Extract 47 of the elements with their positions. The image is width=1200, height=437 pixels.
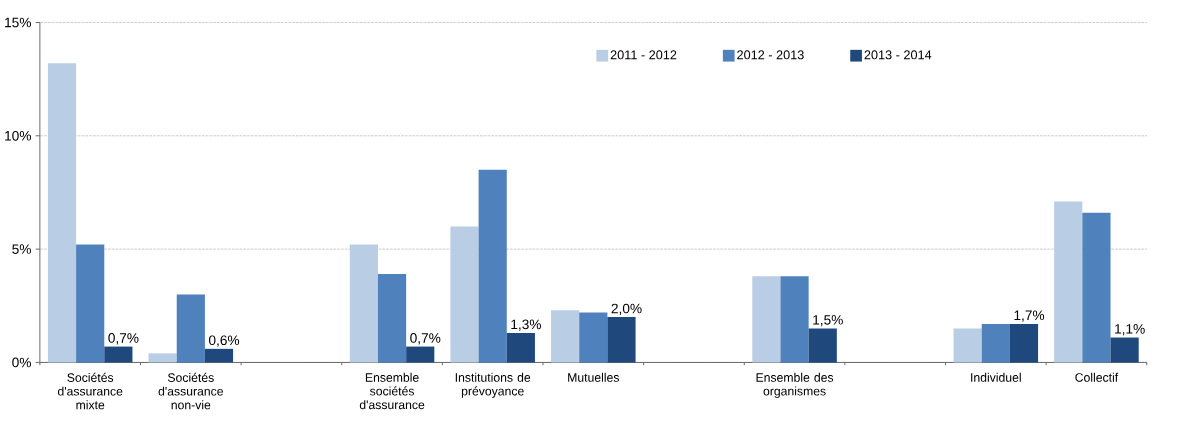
data-label: 1,5%	[813, 315, 843, 327]
bar	[204, 349, 234, 363]
legend-label: 2012 - 2013	[737, 50, 804, 60]
bar	[176, 294, 205, 363]
bar	[780, 276, 809, 363]
bar	[450, 226, 479, 363]
bar	[148, 353, 177, 363]
bar	[752, 276, 781, 363]
bar	[349, 244, 378, 363]
bar	[506, 333, 535, 363]
bar	[1082, 213, 1111, 363]
legend-label: 2013 - 2014	[864, 50, 932, 60]
bar	[953, 328, 982, 363]
bar	[579, 312, 608, 363]
bar	[76, 244, 105, 363]
bar	[104, 346, 133, 363]
y-tick-label: 5%	[12, 244, 31, 255]
bar	[808, 328, 837, 363]
y-tick-label: 15%	[5, 17, 31, 28]
x-tick-label: Individuel	[971, 372, 1021, 382]
x-tick-label: Mutuelles	[568, 372, 619, 382]
bar	[981, 324, 1010, 363]
bar	[1054, 201, 1083, 363]
bar	[551, 310, 580, 363]
legend-label: 2011 - 2012	[610, 50, 677, 60]
bar	[47, 63, 77, 363]
bar	[406, 346, 435, 363]
x-tick-label: Ensemble des organismes	[756, 372, 834, 399]
x-tick-label: Collectif	[1075, 372, 1119, 382]
bar	[607, 317, 636, 363]
bar	[478, 169, 507, 363]
data-label: 0,7%	[108, 333, 139, 345]
x-tick-label: Ensemble sociétés d'assurance	[359, 372, 425, 410]
data-label: 0,6%	[208, 335, 240, 347]
x-tick-label: Sociétés d'assurance non-vie	[158, 372, 223, 410]
y-tick-label: 0%	[12, 357, 31, 368]
bar	[1009, 324, 1039, 363]
bar	[1110, 337, 1139, 363]
data-label: 1,1%	[1115, 324, 1145, 336]
y-tick-label: 10%	[5, 131, 31, 141]
x-tick-label: Institutions de prévoyance	[455, 372, 531, 399]
data-label: 1,7%	[1014, 310, 1045, 322]
data-label: 1,3%	[511, 319, 541, 331]
bar	[377, 274, 407, 363]
x-tick-label: Sociétés d'assurance mixte	[57, 372, 123, 410]
data-label: 0,7%	[410, 333, 441, 345]
data-label: 2,0%	[611, 303, 642, 316]
